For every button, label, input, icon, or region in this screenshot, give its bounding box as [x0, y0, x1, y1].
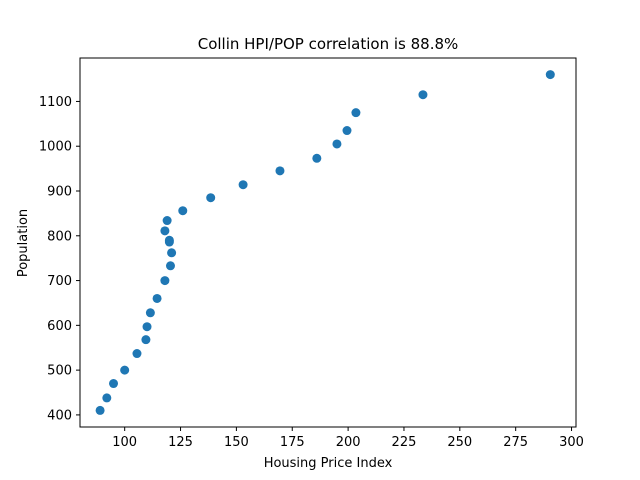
- data-point-6: [141, 335, 151, 345]
- data-point-2: [102, 393, 112, 403]
- data-point-12: [167, 248, 177, 258]
- data-point-25: [418, 90, 428, 100]
- data-point-5: [132, 349, 142, 359]
- data-point-17: [178, 206, 188, 216]
- chart-title: Collin HPI/POP correlation is 88.8%: [198, 35, 459, 53]
- y-axis-label: Population: [16, 209, 31, 277]
- data-point-23: [342, 126, 352, 136]
- x-tick-label: 300: [559, 435, 584, 450]
- x-axis-ticks: 100 125 150 175 200 225 250 275 300: [112, 427, 584, 450]
- x-axis-label: Housing Price Index: [264, 456, 393, 471]
- data-point-18: [206, 193, 216, 203]
- data-point-14: [164, 235, 174, 245]
- x-tick-label: 200: [336, 435, 361, 450]
- y-tick-label: 1100: [39, 95, 72, 110]
- y-tick-label: 700: [47, 274, 72, 289]
- y-tick-label: 1000: [39, 140, 72, 155]
- data-point-24: [351, 108, 361, 118]
- data-point-11: [165, 261, 175, 271]
- data-point-4: [120, 365, 130, 375]
- data-point-1: [95, 405, 105, 415]
- x-tick-label: 175: [280, 435, 305, 450]
- data-point-15: [160, 226, 170, 236]
- data-point-3: [109, 379, 119, 389]
- y-tick-label: 600: [47, 319, 72, 334]
- data-point-10: [160, 276, 170, 286]
- data-point-7: [142, 322, 152, 332]
- x-tick-label: 250: [447, 435, 472, 450]
- y-tick-label: 400: [47, 408, 72, 423]
- x-tick-label: 100: [112, 435, 137, 450]
- data-point-19: [238, 180, 248, 190]
- y-tick-label: 800: [47, 229, 72, 244]
- data-point-26: [545, 70, 555, 80]
- axes-frame: [79, 57, 577, 428]
- data-point-9: [152, 293, 162, 303]
- y-tick-label: 500: [47, 364, 72, 379]
- y-axis-ticks: 400 500 600 700 800 900 1000 1100: [39, 95, 80, 423]
- data-point-16: [162, 216, 172, 226]
- y-tick-label: 900: [47, 185, 72, 200]
- data-point-20: [275, 166, 285, 176]
- x-tick-label: 275: [503, 435, 528, 450]
- data-point-21: [312, 153, 322, 163]
- x-tick-label: 125: [168, 435, 193, 450]
- points-layer: [95, 70, 555, 415]
- data-point-8: [145, 308, 155, 318]
- x-tick-label: 150: [224, 435, 249, 450]
- x-tick-label: 225: [392, 435, 417, 450]
- data-point-22: [332, 139, 342, 149]
